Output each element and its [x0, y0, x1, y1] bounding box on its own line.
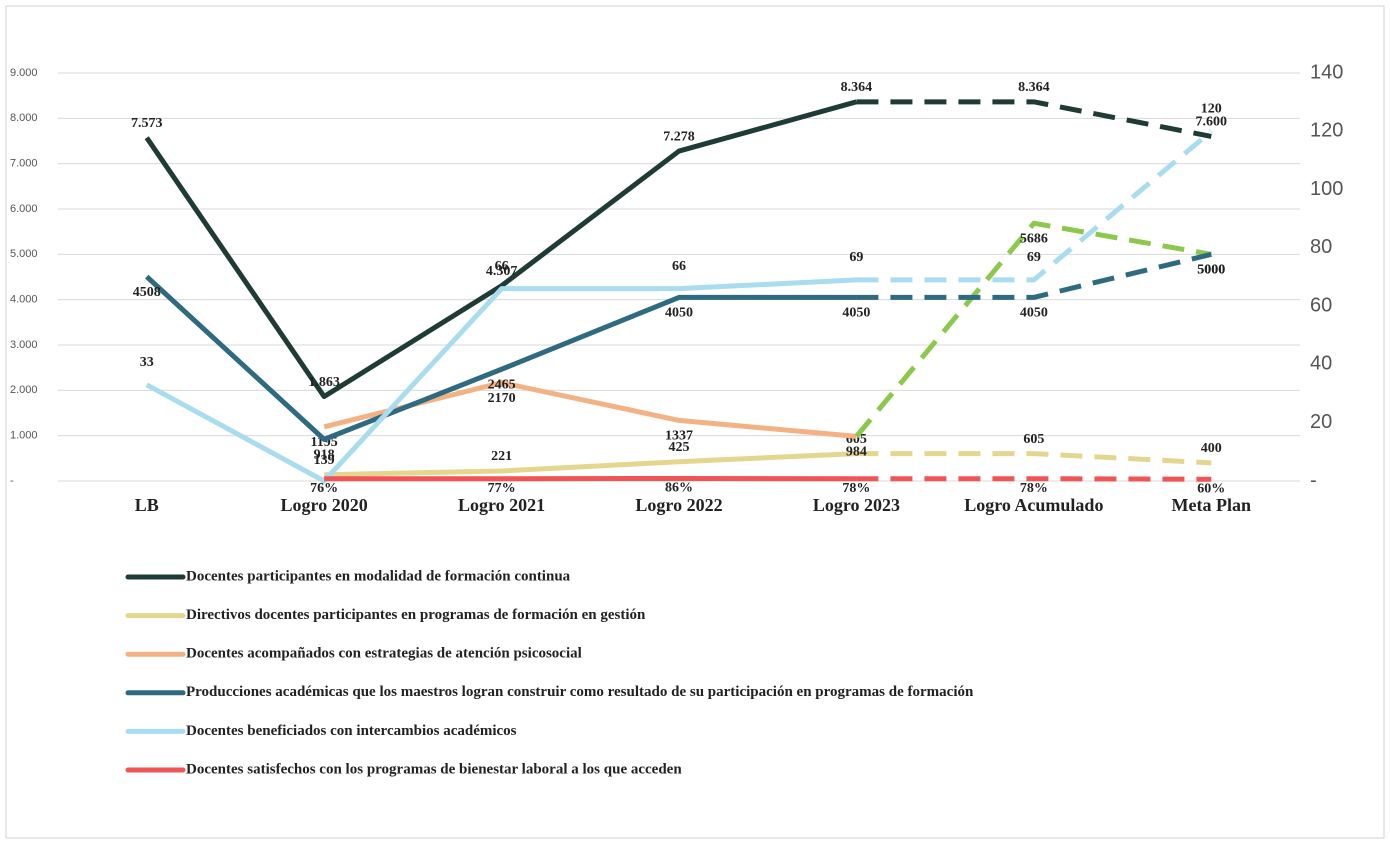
series-projection-line [856, 129, 1213, 283]
data-label: 7.600 [1196, 115, 1228, 130]
y2-tick-label: - [1310, 469, 1317, 491]
x-tick-label: Meta Plan [1172, 495, 1251, 515]
data-label: 4050 [1020, 306, 1048, 321]
data-label: 86% [665, 481, 693, 496]
y-tick-label: 4.000 [10, 294, 38, 306]
data-label: 4.307 [486, 264, 518, 279]
legend-label: Docentes satisfechos con los programas d… [186, 761, 682, 777]
legend-label: Producciones académicas que los maestros… [186, 684, 974, 700]
data-label: 984 [846, 445, 867, 460]
series-line [145, 277, 857, 484]
series-projection-line [856, 251, 1212, 300]
data-label: 7.573 [131, 116, 163, 131]
data-label: 8.364 [1018, 80, 1050, 95]
data-label: 1.863 [308, 375, 340, 390]
y-tick-label: 6.000 [10, 203, 38, 215]
x-tick-label: LB [135, 495, 159, 515]
legend-label: Docentes acompañados con estrategias de … [186, 646, 582, 662]
data-label: 76% [310, 481, 338, 496]
series-projection-line [854, 220, 1212, 438]
data-label: 425 [669, 440, 690, 455]
data-label: 4508 [133, 285, 161, 300]
data-label: 60% [1197, 481, 1225, 496]
data-label: 4050 [842, 306, 870, 321]
data-label: 5000 [1197, 263, 1225, 278]
x-tick-label: Logro 2022 [635, 495, 722, 515]
y-tick-label: 8.000 [10, 112, 38, 124]
series-projection-line [856, 451, 1212, 466]
y2-tick-label: 60 [1310, 294, 1332, 316]
data-label: 918 [314, 448, 335, 463]
data-label: 605 [1023, 432, 1044, 447]
data-label: 2465 [488, 377, 516, 392]
y2-tick-label: 80 [1310, 236, 1332, 258]
x-tick-label: Logro 2023 [813, 495, 900, 515]
data-label: 8.364 [841, 80, 873, 95]
data-label: 120 [1201, 102, 1222, 117]
y2-tick-label: 140 [1310, 61, 1343, 83]
data-label: 66 [672, 259, 686, 274]
y-tick-label: 5.000 [10, 248, 38, 260]
y-tick-label: 7.000 [10, 158, 38, 170]
data-label: 77% [488, 481, 516, 496]
data-label: 221 [491, 449, 512, 464]
y2-tick-label: 100 [1310, 178, 1343, 200]
series-projection-line [856, 99, 1212, 139]
y2-tick-label: 20 [1310, 411, 1332, 433]
y2-tick-label: 120 [1310, 120, 1343, 142]
data-label: 5000 [1197, 263, 1225, 278]
legend-label: Docentes beneficiados con intercambios a… [186, 723, 517, 739]
data-label: 400 [1201, 441, 1222, 456]
data-label: 78% [1020, 481, 1048, 496]
y-tick-label: - [10, 475, 14, 487]
series-projection-line [856, 476, 1212, 482]
data-label: 33 [140, 355, 154, 370]
data-label: 5686 [1020, 231, 1048, 246]
data-label: 139 [314, 453, 335, 468]
legend-label: Directivos docentes participantes en pro… [186, 607, 646, 623]
data-label: 4050 [665, 306, 693, 321]
y-tick-label: 2.000 [10, 384, 38, 396]
data-label: 66 [495, 259, 509, 274]
y-tick-label: 1.000 [10, 430, 38, 442]
series-line [144, 99, 858, 400]
y2-tick-label: 40 [1310, 353, 1332, 375]
data-label: 7.278 [663, 129, 695, 144]
legend-label: Docentes participantes en modalidad de f… [186, 568, 571, 584]
x-tick-label: Logro 2020 [281, 495, 368, 515]
data-label: 1337 [665, 429, 693, 444]
data-label: 69 [849, 250, 863, 265]
data-label: 69 [1027, 250, 1041, 265]
y-tick-label: 3.000 [10, 339, 38, 351]
series-line [145, 274, 857, 442]
x-tick-label: Logro 2021 [458, 495, 545, 515]
data-label: 2170 [488, 391, 516, 406]
y-tick-label: 9.000 [10, 67, 38, 79]
data-label: 78% [842, 481, 870, 496]
x-tick-label: Logro Acumulado [964, 495, 1103, 515]
series-line [324, 451, 857, 478]
